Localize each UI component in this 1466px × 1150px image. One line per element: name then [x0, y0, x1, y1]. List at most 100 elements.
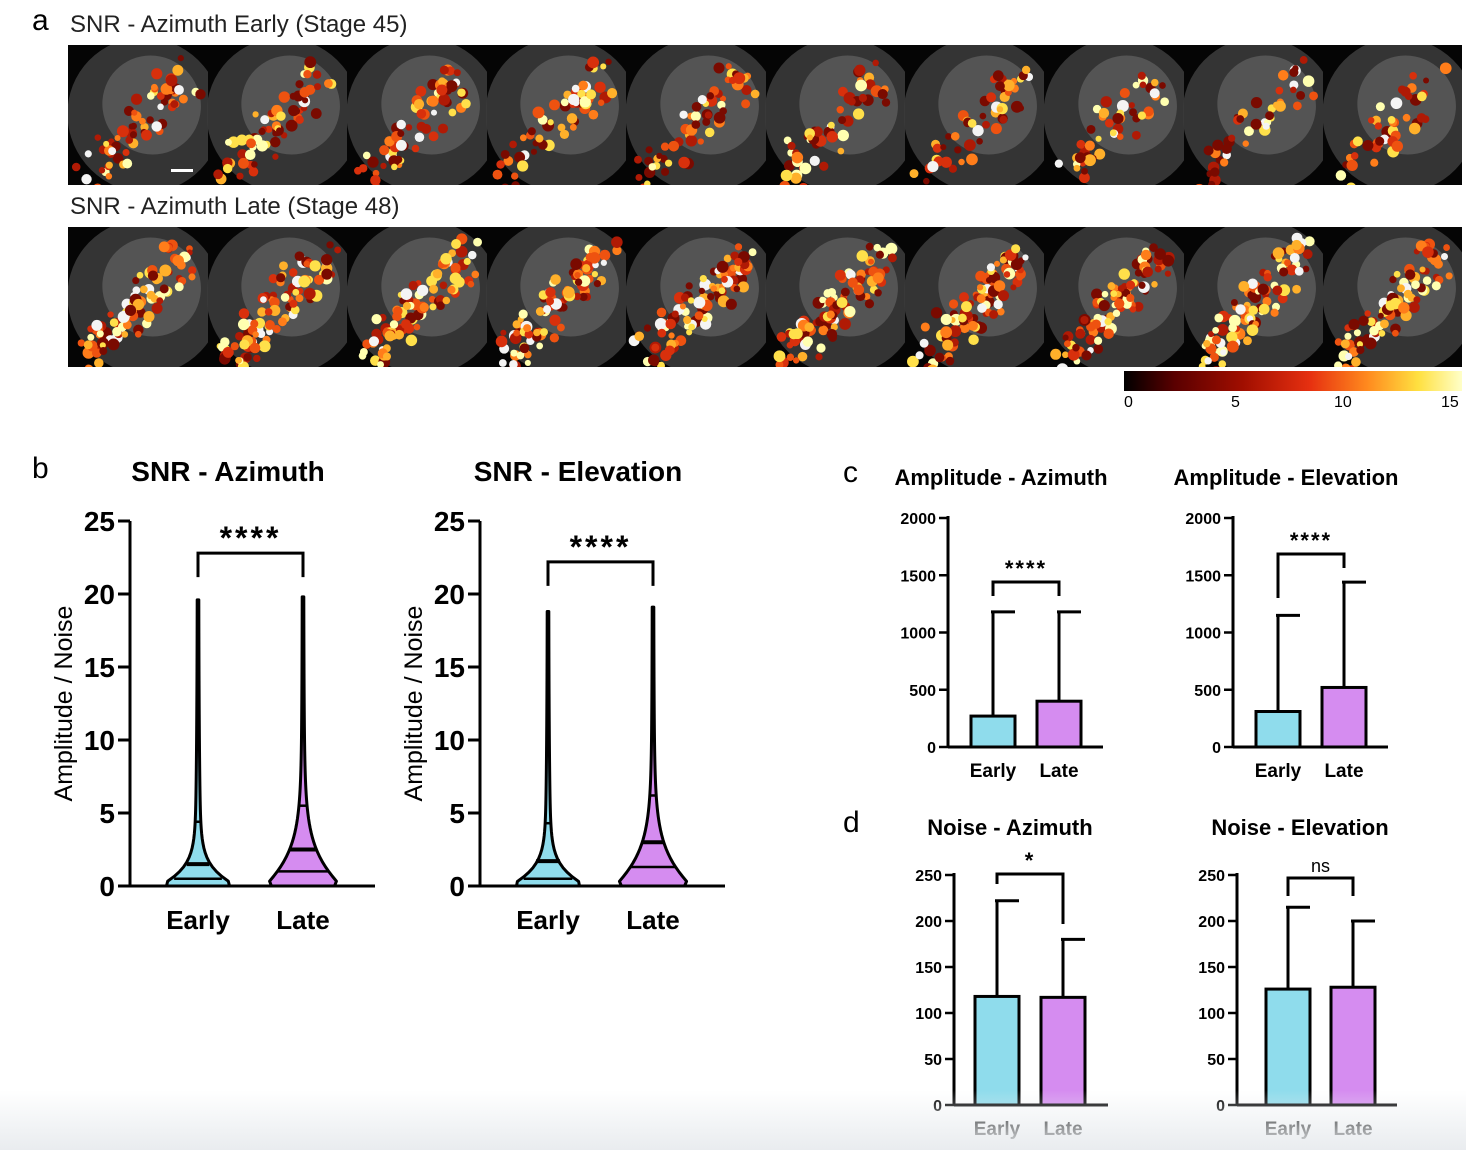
cell-mark — [472, 237, 482, 247]
cell-mark — [170, 100, 179, 109]
cell-mark — [1220, 158, 1229, 167]
cell-mark — [701, 315, 708, 322]
cell-mark — [1374, 122, 1382, 130]
cell-mark — [570, 258, 583, 270]
cell-mark — [814, 126, 822, 133]
y-tick-label: 1000 — [1185, 626, 1221, 643]
cell-mark — [252, 111, 260, 118]
cell-mark — [253, 354, 261, 363]
cell-mark — [1074, 152, 1086, 164]
cell-mark — [549, 333, 560, 343]
cell-mark — [547, 119, 554, 126]
cell-mark — [654, 318, 667, 330]
chart-title: Noise - Elevation — [1211, 815, 1388, 840]
cell-mark — [656, 307, 666, 318]
cell-mark — [854, 64, 866, 77]
cell-mark — [1128, 102, 1135, 109]
violin-late — [268, 595, 338, 888]
cell-mark — [740, 99, 750, 109]
cell-mark — [1212, 139, 1224, 151]
cell-mark — [1292, 65, 1299, 72]
y-tick-label: 500 — [1194, 683, 1221, 700]
cell-mark — [517, 160, 529, 172]
cell-mark — [1334, 338, 1342, 346]
cell-mark — [691, 120, 700, 129]
y-tick-label: 25 — [84, 506, 115, 537]
cell-mark — [690, 111, 701, 122]
y-axis-label: Amplitude / Noise — [400, 606, 428, 802]
cell-mark — [105, 173, 113, 180]
cell-mark — [295, 115, 305, 124]
cell-mark — [130, 93, 143, 105]
cell-mark — [151, 68, 163, 80]
cell-mark — [780, 169, 793, 182]
cell-mark — [249, 166, 259, 177]
cell-mark — [961, 301, 973, 313]
x-tick-label: Late — [1324, 761, 1363, 782]
cell-mark — [1083, 154, 1096, 167]
cell-mark — [1022, 254, 1029, 261]
image-tile — [486, 227, 627, 367]
cell-mark — [1408, 72, 1417, 80]
y-tick-label: 2000 — [900, 511, 936, 528]
cell-mark — [177, 55, 184, 62]
cell-mark — [112, 153, 124, 164]
cell-mark — [907, 355, 920, 367]
cell-mark — [1400, 86, 1411, 97]
cell-mark — [716, 100, 726, 110]
cell-mark — [977, 303, 988, 313]
cell-mark — [1010, 284, 1017, 291]
cell-mark — [321, 268, 333, 280]
cell-mark — [394, 329, 404, 340]
significance-bracket — [546, 560, 655, 586]
cell-mark — [1422, 77, 1429, 84]
cell-mark — [1286, 264, 1298, 276]
cell-mark — [588, 109, 599, 120]
cell-mark — [1235, 304, 1246, 315]
cell-mark — [1112, 309, 1120, 318]
cell-mark — [598, 99, 605, 106]
cell-mark — [1358, 315, 1369, 326]
cell-mark — [1149, 243, 1158, 252]
cell-mark — [136, 271, 144, 279]
x-tick-label: Late — [276, 905, 329, 935]
cell-mark — [121, 331, 129, 338]
cell-mark — [612, 245, 622, 256]
cell-mark — [773, 350, 786, 363]
cell-mark — [818, 325, 829, 336]
cell-mark — [987, 263, 996, 272]
cell-mark — [225, 138, 233, 146]
cell-mark — [427, 95, 439, 107]
cell-mark — [278, 91, 291, 103]
cell-mark — [574, 271, 581, 279]
cell-mark — [394, 155, 403, 164]
cell-mark — [304, 56, 317, 69]
cell-mark — [392, 306, 403, 316]
cell-mark — [270, 136, 281, 148]
cell-mark — [1150, 78, 1159, 87]
cell-mark — [1346, 159, 1358, 172]
cell-mark — [1093, 336, 1102, 345]
cell-mark — [1016, 273, 1024, 281]
cell-mark — [1113, 298, 1125, 309]
cell-mark — [442, 296, 450, 305]
x-tick-label: Early — [166, 905, 230, 935]
cell-mark — [575, 278, 583, 286]
cell-mark — [1413, 296, 1421, 304]
cell-mark — [77, 339, 85, 347]
cell-mark — [847, 277, 858, 288]
cell-mark — [1080, 315, 1089, 325]
cell-mark — [607, 88, 618, 99]
cell-mark — [276, 273, 286, 283]
cell-mark — [806, 134, 813, 141]
cell-mark — [872, 59, 879, 67]
cell-mark — [132, 298, 145, 311]
cell-mark — [557, 323, 566, 332]
cell-mark — [449, 272, 462, 285]
cell-mark — [826, 310, 835, 319]
cell-mark — [376, 361, 384, 367]
cell-mark — [1422, 276, 1431, 285]
cell-mark — [231, 342, 240, 351]
cell-mark — [151, 302, 163, 314]
y-tick-label: 100 — [915, 1006, 942, 1023]
